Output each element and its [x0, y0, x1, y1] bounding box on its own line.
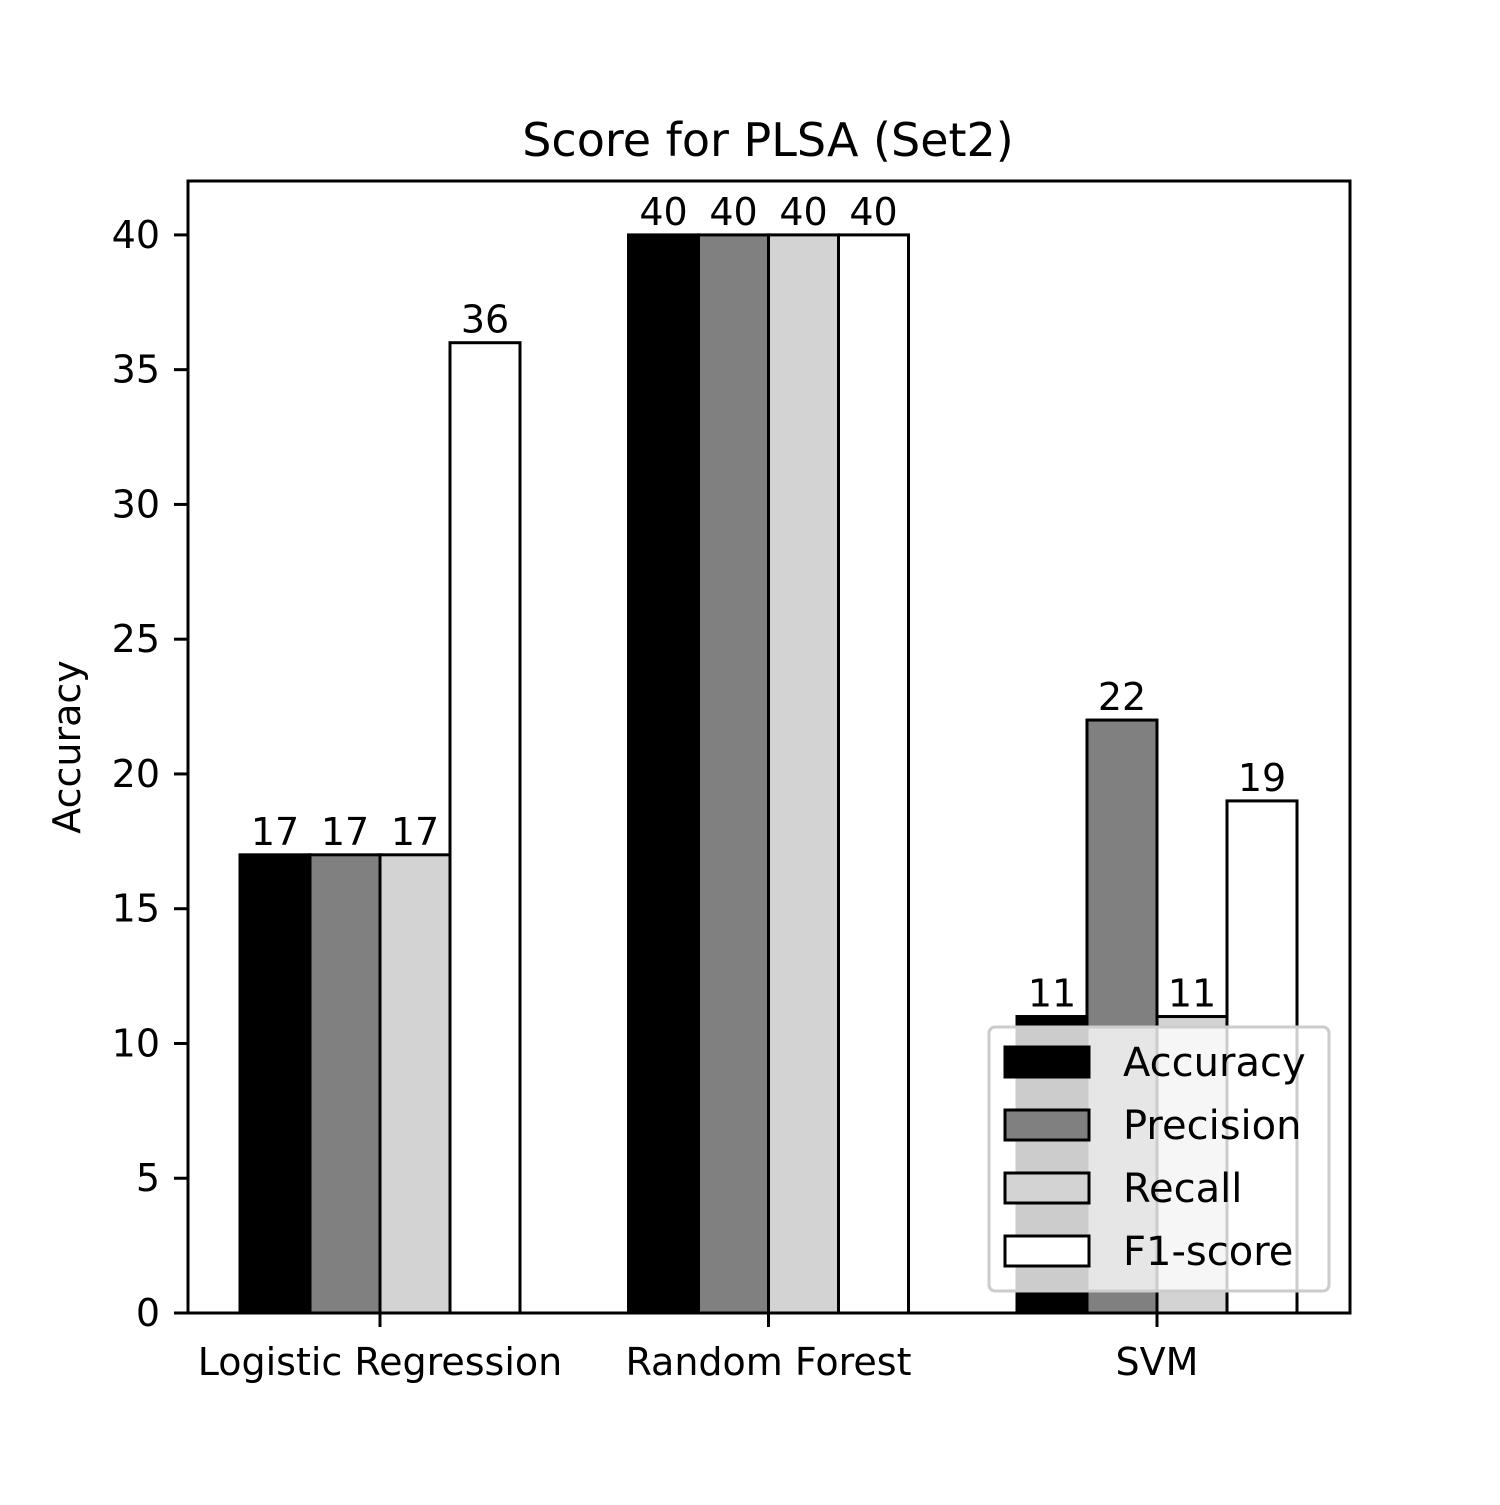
data-label-random-forest-f1-score: 40 — [849, 190, 897, 234]
bar-random-forest-recall — [767, 233, 840, 1315]
y-tick-label: 25 — [112, 617, 160, 661]
x-tick-label-random-forest: Random Forest — [625, 1340, 911, 1384]
bar-random-forest-accuracy — [627, 233, 700, 1315]
data-label-logistic-regression-f1-score: 36 — [461, 298, 509, 342]
y-tick-label: 30 — [112, 482, 160, 526]
x-tick-label-logistic-regression: Logistic Regression — [198, 1340, 563, 1384]
legend-swatch-recall — [1003, 1171, 1091, 1205]
y-tick-label: 10 — [112, 1021, 160, 1065]
bar-logistic-regression-f1-score — [448, 341, 522, 1315]
x-tick-label-svm: SVM — [1116, 1340, 1199, 1384]
legend-swatch-f1-score — [1003, 1234, 1091, 1268]
data-label-svm-f1-score: 19 — [1238, 756, 1286, 800]
y-axis-label: Accuracy — [45, 660, 89, 834]
bar-random-forest-precision — [697, 233, 770, 1315]
legend-swatch-precision — [1003, 1108, 1091, 1142]
data-label-logistic-regression-precision: 17 — [321, 810, 369, 854]
data-label-logistic-regression-accuracy: 17 — [251, 810, 299, 854]
y-tick-label: 35 — [112, 348, 160, 392]
data-label-random-forest-accuracy: 40 — [639, 190, 687, 234]
data-label-svm-precision: 22 — [1098, 675, 1146, 719]
data-labels-layer: 17 17 17 36 40 40 40 40 11 22 11 19 — [251, 190, 1286, 1016]
data-label-random-forest-recall: 40 — [779, 190, 827, 234]
data-label-svm-accuracy: 11 — [1028, 972, 1076, 1016]
data-label-logistic-regression-recall: 17 — [391, 810, 439, 854]
chart-title: Score for PLSA (Set2) — [522, 113, 1014, 167]
legend-box — [987, 1025, 1331, 1293]
legend-label-recall: Recall — [1123, 1166, 1242, 1212]
bar-logistic-regression-accuracy — [238, 853, 312, 1315]
y-tick-label: 15 — [112, 887, 160, 931]
data-label-svm-recall: 11 — [1168, 972, 1216, 1016]
y-tick-label: 0 — [136, 1291, 160, 1335]
data-label-random-forest-precision: 40 — [709, 190, 757, 234]
legend-swatch-accuracy — [1003, 1045, 1091, 1079]
y-tick-label: 5 — [136, 1156, 160, 1200]
axes-layer: 0 5 10 15 20 25 30 35 40 Logistic Regression Rando… — [112, 179, 1352, 1384]
y-tick-label: 40 — [112, 213, 160, 257]
plot-frame — [186, 179, 1352, 1315]
legend-label-accuracy: Accuracy — [1123, 1040, 1306, 1086]
y-tick-label: 20 — [112, 752, 160, 796]
bar-logistic-regression-recall — [378, 853, 452, 1315]
legend-label-precision: Precision — [1123, 1103, 1301, 1149]
bar-random-forest-f1-score — [837, 233, 910, 1315]
bars-layer — [238, 233, 1299, 1315]
bar-logistic-regression-precision — [308, 853, 382, 1315]
legend: Accuracy Precision Recall F1-score — [987, 1025, 1331, 1293]
legend-label-f1-score: F1-score — [1123, 1229, 1293, 1275]
